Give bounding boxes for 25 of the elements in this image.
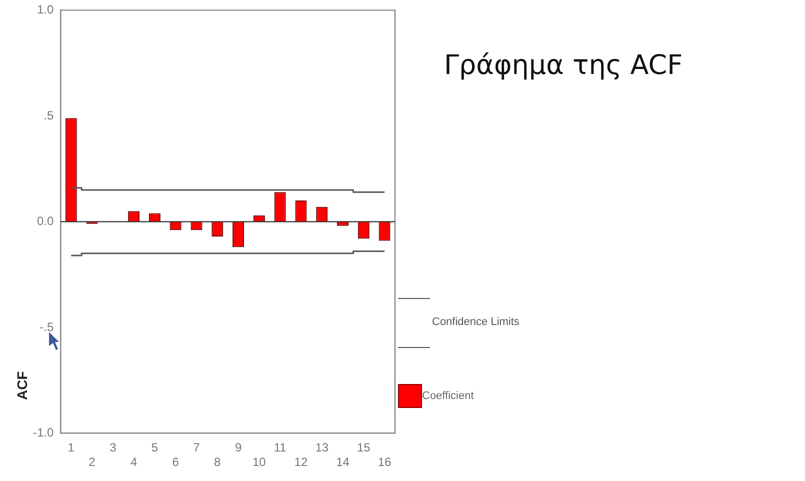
y-tick-label: -.5 bbox=[40, 320, 54, 334]
x-tick-label: 16 bbox=[378, 455, 392, 470]
x-tick-label: 15 bbox=[356, 440, 371, 455]
y-tick-label: -1.0 bbox=[32, 426, 54, 440]
x-tick-label: 7 bbox=[193, 440, 200, 455]
text: Confidence Limits bbox=[432, 316, 520, 328]
x-tick-label: 6 bbox=[172, 455, 180, 470]
y-tick-label: 1.0 bbox=[36, 2, 54, 17]
x-tick-label: 10 bbox=[252, 455, 266, 470]
x-tick-label: 4 bbox=[130, 455, 138, 470]
y-axis-title: ACF bbox=[14, 371, 30, 400]
x-tick-label: 9 bbox=[234, 440, 242, 455]
legend-label: Coefficient bbox=[422, 390, 474, 402]
y-tick-label: 0.0 bbox=[36, 214, 54, 228]
x-tick-label: 14 bbox=[336, 455, 350, 470]
y-tick-label: .5 bbox=[44, 108, 54, 122]
x-tick-label: 1 bbox=[68, 440, 75, 455]
text: Γράφημα της ACF bbox=[444, 50, 683, 81]
x-tick-label: 3 bbox=[110, 440, 117, 455]
x-tick-label: 8 bbox=[214, 455, 222, 470]
x-tick-label: 11 bbox=[274, 440, 287, 455]
x-tick-label: 13 bbox=[315, 440, 329, 455]
x-tick-label: 2 bbox=[88, 455, 96, 470]
x-tick-label: 12 bbox=[294, 455, 308, 470]
x-tick-label: 5 bbox=[151, 440, 158, 455]
